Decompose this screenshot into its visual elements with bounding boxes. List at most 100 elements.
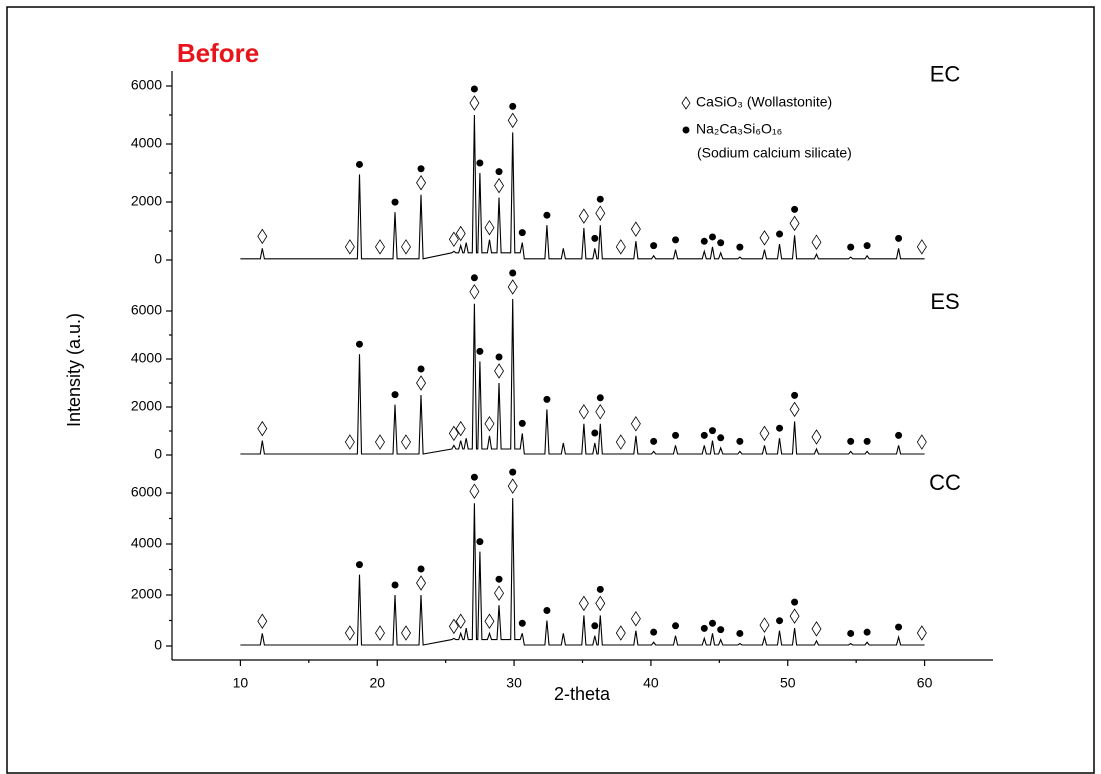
diamond-marker <box>789 215 800 232</box>
legend-label: Na₂Ca₃Si₆O₁₆ <box>696 121 782 137</box>
diamond-marker <box>811 234 822 250</box>
dot-marker <box>895 623 903 631</box>
diamond-marker <box>630 610 641 627</box>
diamond-marker <box>615 434 626 450</box>
diamond-marker <box>469 284 480 300</box>
diamond-marker <box>455 225 466 242</box>
diamond-marker <box>789 401 800 418</box>
dot-marker <box>509 102 517 110</box>
dot-marker <box>863 437 871 445</box>
dot-marker <box>391 198 399 206</box>
diamond-marker <box>401 434 411 450</box>
y-tick-label: 2000 <box>131 398 162 414</box>
dot-marker <box>509 269 517 277</box>
dot-marker <box>591 622 599 630</box>
diamond-marker <box>595 205 606 221</box>
dot-marker <box>476 347 484 355</box>
dot-marker <box>776 617 784 625</box>
y-tick-label: 4000 <box>131 135 162 151</box>
diamond-marker <box>448 231 459 248</box>
diamond-marker <box>416 175 427 191</box>
dot-marker <box>495 168 503 176</box>
diamond-marker <box>416 575 427 591</box>
dot-marker <box>650 628 658 636</box>
x-tick-label: 60 <box>917 675 933 691</box>
dot-marker <box>476 159 484 167</box>
dot-marker <box>543 211 551 219</box>
diamond-marker <box>811 621 822 637</box>
dot-marker <box>495 575 503 583</box>
diamond-marker <box>484 613 495 629</box>
diamond-marker <box>469 95 480 111</box>
dot-marker <box>518 229 526 237</box>
diamond-marker <box>916 625 927 641</box>
x-tick-label: 50 <box>780 675 796 691</box>
dot-marker <box>355 340 363 348</box>
dot-marker <box>847 629 855 637</box>
y-tick-label: 6000 <box>131 302 162 318</box>
diamond-marker <box>759 425 770 442</box>
diamond-marker <box>507 112 518 129</box>
dot-marker <box>895 234 903 242</box>
dot-marker <box>596 195 604 203</box>
diamond-marker <box>595 404 606 420</box>
diamond-marker <box>469 483 480 499</box>
panel-label: EC <box>930 61 961 86</box>
x-tick-label: 40 <box>643 675 659 691</box>
dot-marker <box>355 160 363 168</box>
frame <box>6 6 1095 774</box>
diamond-marker <box>257 228 268 245</box>
diamond-marker <box>344 625 355 641</box>
dot-marker <box>509 468 517 476</box>
diamond-marker <box>401 625 411 641</box>
diamond-marker <box>595 595 606 612</box>
dot-marker <box>672 431 680 439</box>
chart-title: Before <box>177 38 259 68</box>
y-axis-label: Intensity (a.u.) <box>64 313 84 427</box>
dot-marker <box>736 243 744 251</box>
dot-marker <box>717 434 725 442</box>
diamond-marker <box>615 625 626 641</box>
y-tick-label: 4000 <box>131 535 162 551</box>
diamond-marker <box>375 239 385 255</box>
dot-marker <box>391 581 399 589</box>
diamond-marker <box>615 239 626 255</box>
dot-marker <box>596 585 604 593</box>
dot-marker <box>417 365 425 373</box>
dot-marker <box>476 538 484 546</box>
diamond-marker <box>811 429 822 445</box>
pattern-line <box>240 114 925 260</box>
y-tick-label: 0 <box>154 251 162 267</box>
dot-marker <box>672 236 680 244</box>
diamond-marker <box>375 434 385 450</box>
diamond-marker <box>630 221 641 237</box>
diamond-marker <box>484 219 495 236</box>
dot-marker <box>470 473 478 481</box>
dot-marker <box>791 391 799 399</box>
x-axis-label: 2-theta <box>554 684 611 704</box>
diamond-marker <box>257 613 268 629</box>
dot-marker <box>518 619 526 627</box>
diamond-marker <box>578 404 589 420</box>
diamond-marker <box>916 434 927 450</box>
dot-marker <box>591 429 599 437</box>
diamond-marker <box>630 416 641 432</box>
dot-marker <box>736 629 744 637</box>
dot-marker <box>700 237 708 245</box>
y-tick-label: 2000 <box>131 586 162 602</box>
dot-marker <box>736 437 744 445</box>
dot-marker <box>791 598 799 606</box>
x-tick-label: 30 <box>506 675 522 691</box>
dot-marker <box>543 395 551 403</box>
dot-marker <box>700 624 708 632</box>
legend-label: CaSiO₃ (Wollastonite) <box>696 94 832 110</box>
dot-marker <box>717 626 725 634</box>
dot-marker <box>543 607 551 614</box>
diamond-marker <box>789 608 800 624</box>
diamond-marker <box>507 478 518 494</box>
dot-marker <box>495 353 503 361</box>
diamond-marker <box>507 279 518 295</box>
dot-marker <box>895 431 903 439</box>
dot-marker <box>355 561 363 569</box>
diamond-marker <box>578 208 589 224</box>
